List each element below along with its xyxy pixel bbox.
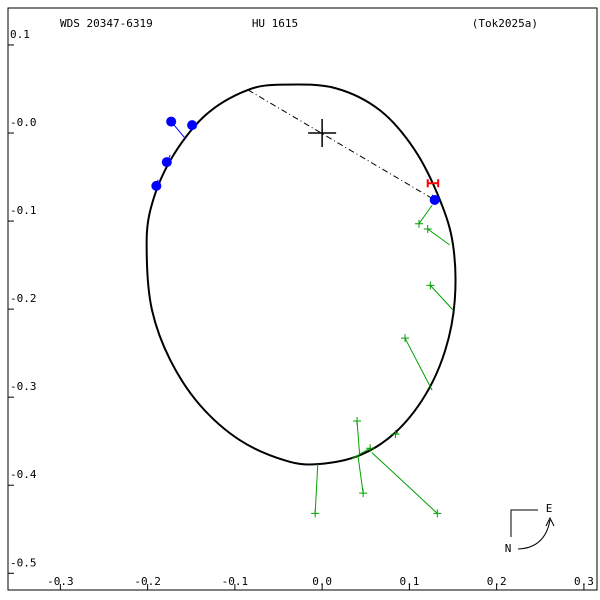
observation xyxy=(414,219,423,228)
residual xyxy=(314,464,319,514)
compass: E N xyxy=(505,502,555,555)
observation xyxy=(166,116,177,127)
primary-star xyxy=(308,119,337,148)
residual xyxy=(371,452,438,514)
observation xyxy=(401,334,410,343)
residual xyxy=(418,204,433,225)
x-tick-label: 0.2 xyxy=(487,575,507,588)
observation xyxy=(429,194,440,205)
compass-north: N xyxy=(505,542,512,555)
observation xyxy=(433,509,442,518)
residual xyxy=(351,447,371,460)
y-tick-label: -0.5 xyxy=(10,556,37,569)
residual xyxy=(357,455,364,494)
x-tick-label: 0.3 xyxy=(574,575,594,588)
observation xyxy=(359,489,368,498)
y-tick-label: -0.2 xyxy=(10,292,37,305)
y-tick-label: -0.3 xyxy=(10,380,37,393)
compass-east: E xyxy=(546,502,553,515)
y-tick-label: -0.4 xyxy=(10,468,37,481)
observation xyxy=(426,281,435,290)
residual xyxy=(427,228,450,246)
frame xyxy=(7,7,598,591)
observation xyxy=(187,120,198,131)
observation xyxy=(151,180,162,191)
y-tick-label: -0.1 xyxy=(10,204,37,217)
x-tick-label: 0.1 xyxy=(399,575,419,588)
y-tick-label: -0.0 xyxy=(10,116,37,129)
observation xyxy=(423,225,432,234)
title-left: WDS 20347-6319 xyxy=(60,17,153,30)
line-of-nodes xyxy=(247,89,435,201)
observation xyxy=(311,509,320,518)
orbit xyxy=(145,83,457,466)
residual xyxy=(356,420,361,456)
residual xyxy=(429,285,454,311)
error-bar xyxy=(426,179,440,188)
x-tick-label: -0.2 xyxy=(134,575,161,588)
observation xyxy=(353,416,362,425)
residual xyxy=(404,337,433,391)
y-tick-label: 0.1 xyxy=(10,28,30,41)
observation xyxy=(391,430,400,439)
title-right: (Tok2025a) xyxy=(472,17,538,30)
x-tick-label: 0.0 xyxy=(312,575,332,588)
observation xyxy=(366,444,375,453)
observation xyxy=(161,157,172,168)
x-tick-label: -0.3 xyxy=(47,575,74,588)
x-tick-label: -0.1 xyxy=(222,575,249,588)
title-center: HU 1615 xyxy=(252,17,298,30)
